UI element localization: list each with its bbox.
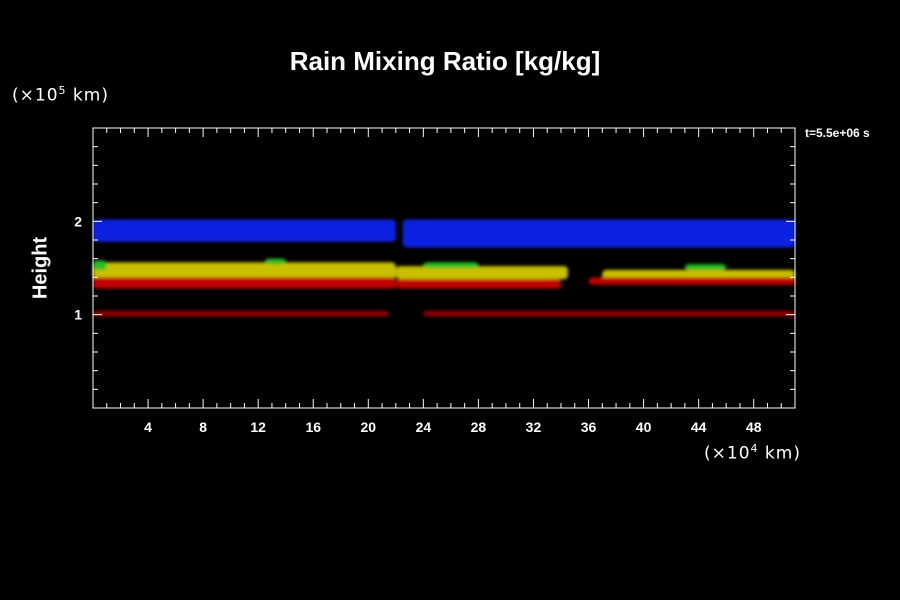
x-tick-label: 20 (361, 419, 377, 435)
plot-frame (92, 127, 796, 409)
time-label: t=5.5e+06 s (805, 126, 870, 140)
x-axis-unit: (×104 km) (704, 442, 801, 464)
band-middle-edge-0 (93, 260, 107, 270)
x-unit-prefix: (×10 (704, 443, 751, 464)
band-lower-1 (395, 279, 561, 289)
chart-title: Rain Mixing Ratio [kg/kg] (289, 46, 601, 76)
x-tick-label: 28 (471, 419, 487, 435)
y-unit-prefix: (×10 (12, 85, 59, 106)
x-tick-label: 12 (250, 419, 266, 435)
band-lower-0 (93, 277, 396, 289)
y-tick-label: 2 (74, 213, 82, 229)
band-middle-1 (395, 266, 568, 280)
band-middle-edge-1 (265, 258, 286, 265)
x-tick-label: 16 (305, 419, 321, 435)
x-tick-label: 4 (144, 419, 152, 435)
heatmap-bands (93, 219, 795, 317)
y-unit-suffix: km) (66, 85, 109, 106)
band-middle-2 (602, 269, 795, 280)
band-middle-0 (93, 262, 396, 280)
y-axis-unit: (×105 km) (12, 84, 109, 106)
x-tick-label: 8 (199, 419, 207, 435)
x-tick-label: 24 (416, 419, 432, 435)
band-middle-edge-2 (423, 262, 479, 268)
band-upper-0 (93, 219, 396, 242)
x-tick-label: 44 (691, 419, 707, 435)
x-tick-label: 32 (526, 419, 542, 435)
x-unit-exponent: 4 (750, 442, 759, 455)
x-tick-label: 36 (581, 419, 597, 435)
band-lower-2 (588, 277, 795, 285)
y-unit-exponent: 5 (58, 84, 67, 97)
band-middle-edge-3 (684, 264, 727, 270)
band-bottom-1 (423, 310, 795, 317)
band-bottom-0 (93, 310, 389, 317)
y-tick-label: 1 (74, 307, 82, 323)
band-upper-1 (402, 219, 795, 248)
x-tick-label: 48 (746, 419, 762, 435)
x-tick-label: 40 (636, 419, 652, 435)
x-unit-suffix: km) (758, 443, 801, 464)
